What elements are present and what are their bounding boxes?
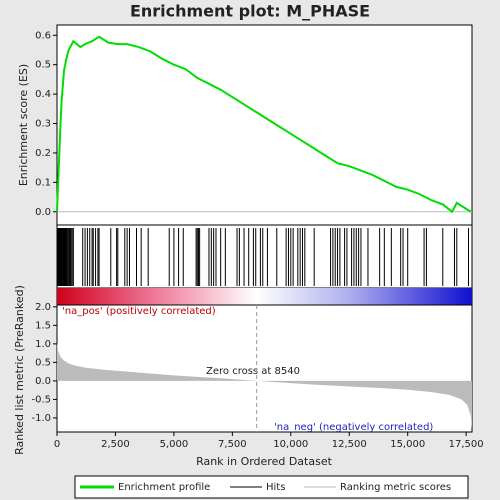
y-tick-label: 0.4 bbox=[35, 89, 51, 100]
y2-tick-label: 1.0 bbox=[35, 339, 51, 350]
y-tick-label: 0.1 bbox=[35, 177, 51, 188]
annotation: 'na_pos' (positively correlated) bbox=[62, 306, 216, 317]
x-tick-label: 10,000 bbox=[273, 439, 308, 450]
x-tick-label: 17,500 bbox=[449, 439, 484, 450]
x-tick-label: 0 bbox=[54, 439, 60, 450]
y-tick-label: 0.5 bbox=[35, 60, 51, 71]
annotation: 'na_neg' (negatively correlated) bbox=[274, 422, 433, 433]
y-axis-label: Enrichment score (ES) bbox=[17, 64, 30, 186]
x-tick-label: 15,000 bbox=[390, 439, 425, 450]
x-tick-label: 5,000 bbox=[160, 439, 189, 450]
y2-axis-label: Ranked list metric (PreRanked) bbox=[13, 285, 26, 455]
x-tick-label: 7,500 bbox=[218, 439, 247, 450]
x-axis-label: Rank in Ordered Dataset bbox=[196, 455, 333, 468]
y2-tick-label: -0.5 bbox=[31, 394, 51, 405]
y-tick-label: 0.2 bbox=[35, 148, 51, 159]
chart-title: Enrichment plot: M_PHASE bbox=[130, 2, 370, 21]
enrichment-line bbox=[56, 35, 472, 214]
annotation: Zero cross at 8540 bbox=[206, 366, 300, 377]
y2-tick-label: -1.0 bbox=[31, 413, 51, 424]
y2-tick-label: 1.5 bbox=[35, 320, 51, 331]
y2-tick-label: 0.0 bbox=[35, 376, 51, 387]
y-tick-label: 0.0 bbox=[35, 207, 51, 218]
x-tick-label: 12,500 bbox=[332, 439, 367, 450]
color-bar bbox=[57, 288, 472, 305]
y-tick-label: 0.3 bbox=[35, 119, 51, 130]
y2-tick-label: 2.0 bbox=[35, 302, 51, 313]
y-tick-label: 0.6 bbox=[35, 30, 51, 41]
x-tick-label: 2,500 bbox=[101, 439, 130, 450]
metric-area bbox=[57, 342, 472, 430]
y2-tick-label: 0.5 bbox=[35, 357, 51, 368]
legend-label: Hits bbox=[266, 482, 285, 493]
legend-label: Ranking metric scores bbox=[340, 482, 451, 493]
legend-label: Enrichment profile bbox=[118, 482, 210, 493]
legend bbox=[74, 475, 469, 499]
